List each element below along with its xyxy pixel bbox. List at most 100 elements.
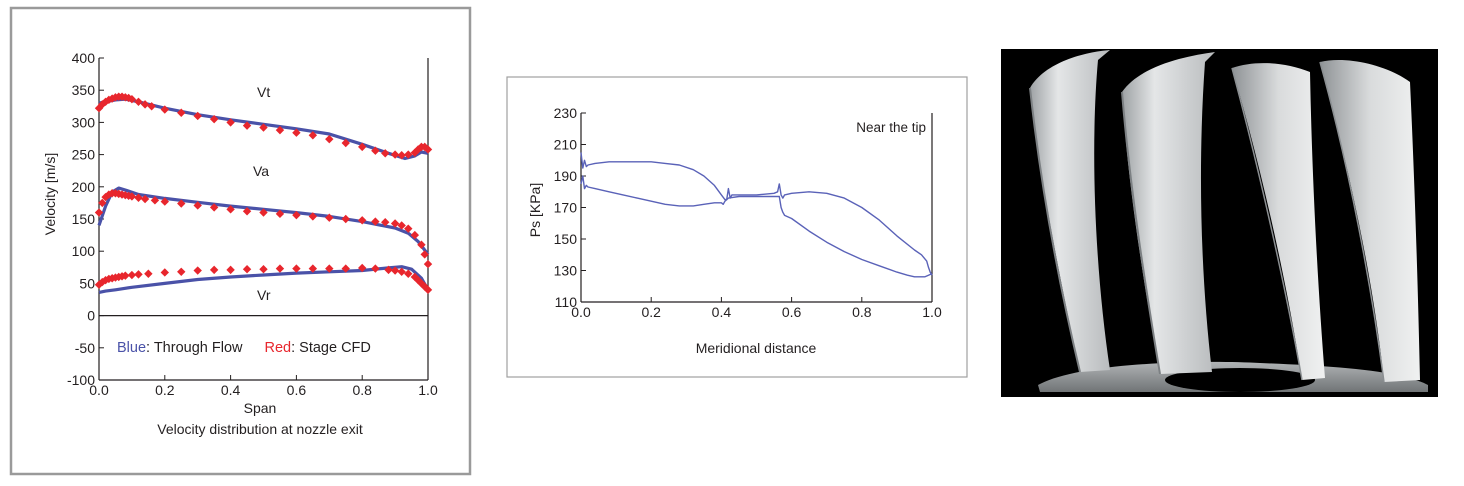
- velocity-marker-va-series-4: [390, 219, 400, 228]
- blade-1-edge: [1029, 87, 1081, 373]
- velocity-marker-va-series-4: [127, 192, 137, 201]
- velocity-marker-va-series-4: [242, 207, 252, 216]
- velocity-marker-va-series-4: [420, 250, 429, 259]
- legend-blue-text: : Through Flow: [146, 340, 243, 356]
- blade-2-edge: [1121, 91, 1161, 375]
- velocity-x-tick-label: 0.6: [287, 382, 307, 398]
- legend-red-word: Red: [264, 340, 291, 356]
- velocity-marker-va-series-4: [410, 230, 420, 240]
- velocity-marker-vr-series-5: [325, 264, 334, 273]
- velocity-marker-vt-series-3: [226, 118, 235, 127]
- velocity-marker-vr-series-5: [308, 264, 318, 273]
- velocity-line-vr-series-2: [98, 265, 430, 294]
- velocity-marker-va-series-4: [292, 210, 301, 220]
- velocity-marker-vr-series-5: [193, 266, 202, 275]
- velocity-marker-va-series-4: [358, 216, 367, 225]
- velocity-x-tick-label: 1.0: [418, 382, 438, 398]
- label-vt: Vt: [257, 84, 270, 100]
- velocity-marker-vt-series-3: [292, 128, 301, 137]
- velocity-marker-vt-series-3: [147, 102, 156, 111]
- velocity-marker-va-series-4: [177, 199, 186, 208]
- blade-3: [1232, 63, 1325, 381]
- velocity-y-tick-label: 100: [72, 243, 96, 259]
- velocity-marker-vt-series-3: [390, 150, 400, 159]
- velocity-marker-vt-series-3: [127, 95, 137, 104]
- velocity-y-tick-label: 50: [79, 275, 95, 291]
- velocity-marker-vr-series-5: [292, 264, 301, 273]
- velocity-legend: Blue: Through Flow Red: Stage CFD: [117, 340, 371, 356]
- velocity-marker-vt-series-3: [404, 150, 413, 159]
- legend-red-text: : Stage CFD: [291, 340, 371, 356]
- velocity-y-tick-label: 350: [72, 82, 96, 98]
- label-vr: Vr: [257, 287, 271, 303]
- velocity-marker-vt-series-3: [325, 134, 334, 144]
- velocity-marker-va-series-4: [259, 208, 268, 217]
- hub-shadow: [1165, 368, 1315, 392]
- pressure-x-tick-label: 0.6: [782, 304, 802, 320]
- velocity-marker-vr-series-5: [390, 266, 400, 275]
- velocity-marker-vr-series-5: [259, 265, 268, 274]
- pressure-chart-frame: [506, 76, 968, 378]
- velocity-marker-va-series-4: [417, 240, 426, 249]
- velocity-marker-vt-series-3: [308, 131, 318, 140]
- velocity-x-tick-label: 0.4: [221, 382, 241, 398]
- velocity-marker-vt-series-3: [410, 148, 420, 157]
- pressure-y-tick-label: 210: [554, 137, 578, 153]
- velocity-marker-va-series-4: [308, 212, 318, 221]
- velocity-marker-vt-series-3: [160, 105, 169, 114]
- pressure-xlabel: Meridional distance: [696, 340, 817, 356]
- velocity-marker-vt-series-3: [140, 100, 150, 109]
- velocity-marker-vr-series-5: [121, 271, 130, 280]
- velocity-marker-vr-series-5: [358, 263, 367, 273]
- velocity-marker-vr-series-5: [371, 264, 380, 273]
- velocity-marker-va-series-4: [140, 194, 150, 204]
- velocity-marker-vr-series-5: [160, 268, 169, 277]
- pressure-x-tick-label: 1.0: [922, 304, 942, 320]
- velocity-marker-vt-series-3: [275, 125, 285, 135]
- pressure-y-tick-label: 130: [554, 263, 578, 279]
- velocity-marker-vt-series-3: [341, 138, 350, 148]
- velocity-x-tick-label: 0.0: [89, 382, 109, 398]
- blade-4: [1320, 60, 1420, 382]
- velocity-marker-vt-series-3: [134, 97, 143, 106]
- velocity-y-tick-label: -50: [75, 340, 95, 356]
- blade-4-edge: [1319, 61, 1385, 383]
- velocity-chart-frame: [9, 6, 472, 476]
- pressure-y-tick-label: 230: [554, 105, 578, 121]
- velocity-marker-va-series-4: [193, 201, 202, 210]
- velocity-marker-va-series-4: [397, 221, 406, 230]
- velocity-marker-vr-series-5: [177, 267, 186, 277]
- velocity-marker-vr-series-5: [275, 264, 285, 273]
- velocity-y-tick-label: 200: [72, 179, 96, 195]
- velocity-marker-vt-series-3: [259, 123, 268, 132]
- velocity-marker-vt-series-3: [94, 104, 104, 113]
- velocity-marker-va-series-4: [381, 218, 390, 227]
- velocity-marker-va-series-4: [94, 208, 104, 217]
- label-va: Va: [253, 163, 269, 179]
- velocity-xlabel: Span: [244, 400, 277, 416]
- velocity-marker-vt-series-3: [423, 145, 433, 154]
- pressure-x-tick-label: 0.8: [852, 304, 872, 320]
- velocity-marker-vr-series-5: [134, 270, 143, 279]
- velocity-y-tick-label: 250: [72, 147, 96, 163]
- pressure-y-tick-label: 150: [554, 231, 578, 247]
- pressure-line-series-0: [580, 152, 933, 276]
- velocity-marker-vr-series-5: [226, 265, 235, 275]
- velocity-marker-vt-series-3: [242, 121, 252, 130]
- velocity-marker-vt-series-3: [381, 149, 390, 158]
- velocity-marker-va-series-4: [423, 259, 433, 269]
- velocity-marker-va-series-4: [101, 192, 110, 202]
- velocity-marker-va-series-4: [371, 217, 380, 226]
- blade-2: [1122, 52, 1215, 374]
- velocity-marker-va-series-4: [325, 213, 334, 222]
- velocity-ylabel: Velocity [m/s]: [42, 153, 58, 235]
- velocity-marker-vt-series-3: [397, 151, 406, 160]
- velocity-marker-vt-series-3: [177, 108, 186, 117]
- velocity-marker-vr-series-5: [384, 265, 393, 275]
- blade-1: [1030, 50, 1110, 372]
- pressure-ylabel: Ps [KPa]: [527, 183, 543, 237]
- velocity-marker-vt-series-3: [358, 142, 367, 152]
